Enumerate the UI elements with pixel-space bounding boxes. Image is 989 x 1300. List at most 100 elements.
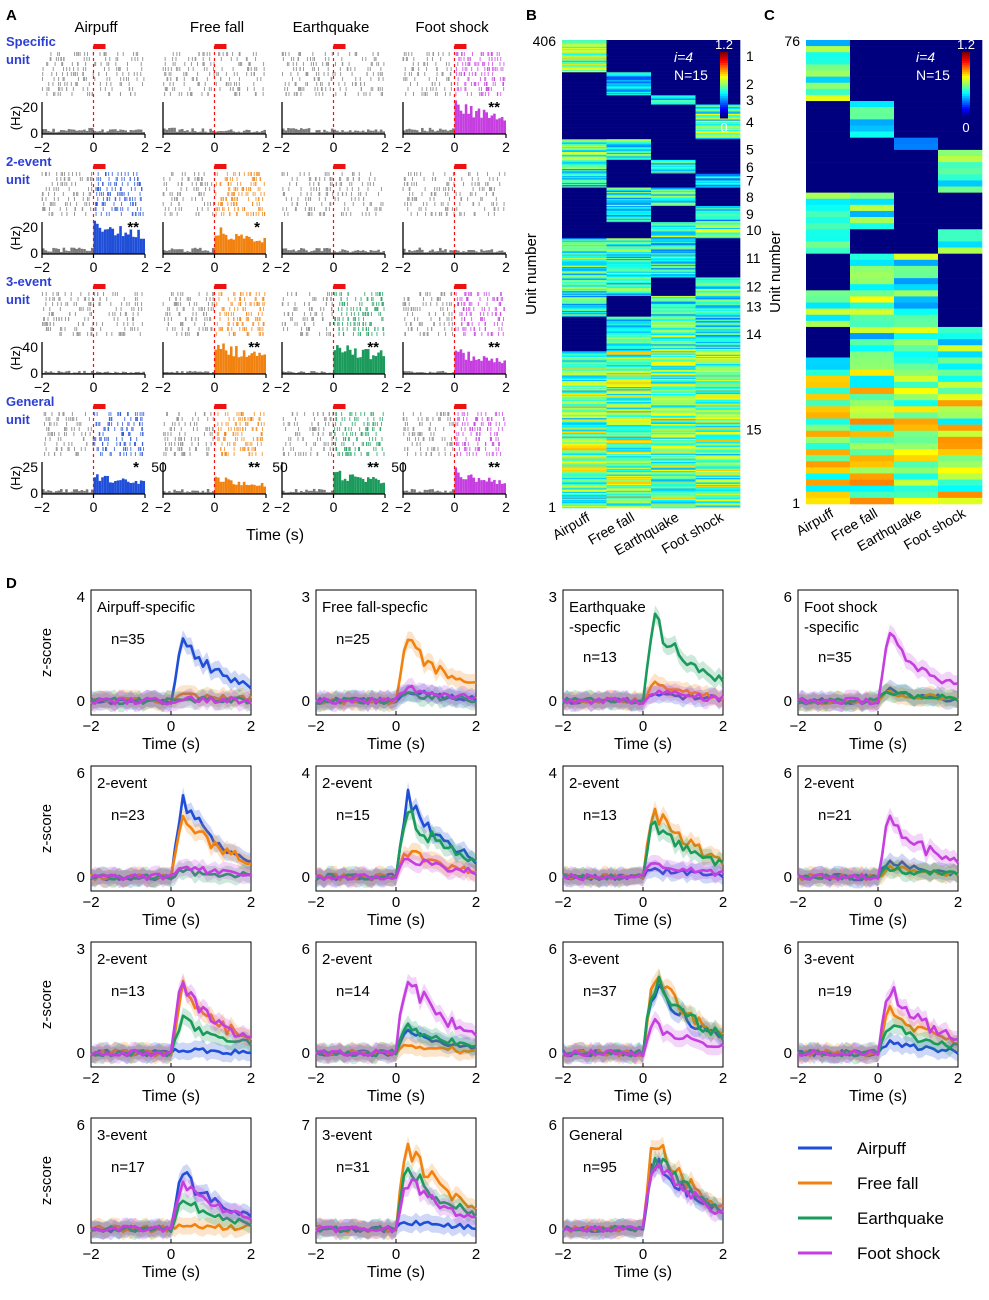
heatmap-cell [651,124,696,126]
psth-bar [132,236,135,254]
heatmap-cell [562,222,607,224]
psth-bar [222,131,225,134]
heatmap-cell [651,297,696,299]
psth-bar [374,250,378,254]
psth-bar [300,371,303,374]
psth-bar [227,239,230,254]
psth-bar [487,117,491,134]
heatmap-cell [606,149,652,151]
heatmap-cell [651,148,696,150]
heatmap-cell [606,255,652,258]
psth-bar [366,129,370,134]
heatmap-cell [562,203,607,206]
heatmap-cell [695,181,741,184]
psth-bar [485,481,488,494]
heatmap-cell [651,102,696,104]
panel-b-label: B [526,7,537,24]
psth-bar [318,130,321,134]
heatmap-cell [606,187,652,189]
heatmap-cell [606,247,652,249]
heatmap-cell [695,94,741,96]
psth-bar [302,491,306,494]
psth-bar [405,129,409,134]
heatmap-cell [562,192,607,194]
heatmap-cell [562,181,607,184]
heatmap-cell [695,172,741,175]
heatmap-cell [695,44,741,47]
row-label-0: unit [6,52,30,67]
psth-bar [369,250,373,254]
heatmap-cell [695,71,741,73]
heatmap-cell [695,79,741,81]
psth-bar [451,489,455,494]
psth-bar [263,486,266,494]
heatmap-cell [651,246,696,248]
psth-bar [65,130,68,134]
heatmap-cell [606,242,652,245]
heatmap-cell [695,203,741,206]
heatmap-cell [651,136,696,139]
x-tick-label: 0 [451,139,459,155]
psth-bar [255,485,259,494]
heatmap-cell [606,150,652,153]
psth-bar [305,250,308,254]
psth-bar [121,129,125,134]
heatmap-cell [606,209,652,211]
psth-bar [201,490,205,494]
y-tick-label: 0 [30,245,38,261]
psth-bar [364,348,367,374]
x-tick-label: 2 [141,379,149,395]
psth-bar [168,372,171,374]
psth-bar [78,247,81,254]
x-tick-label: 2 [141,139,149,155]
psth-bar [253,351,256,374]
heatmap-cell [606,113,652,116]
heatmap-cell [562,72,607,74]
psth-bar [320,371,324,374]
psth-bar [328,492,331,494]
psth-bar [217,477,220,494]
psth-bar [186,130,189,134]
psth-bar [108,372,112,374]
heatmap-cell [695,86,741,88]
heatmap-cell [651,72,696,74]
x-tick-label: 2 [381,379,389,395]
psth-bar [132,130,135,134]
psth-bar [139,238,143,254]
heatmap-cell [562,290,607,292]
psth-bar [446,252,450,254]
psth-bar [469,250,473,254]
heatmap-cell [695,109,741,111]
psth-bar [72,489,76,494]
heatmap-cell [651,263,696,266]
psth-bar [338,251,342,254]
heatmap-cell [695,117,741,119]
heatmap-cell [606,163,652,165]
psth-bar [224,350,228,374]
heatmap-cell [606,245,652,247]
heatmap-cell [695,78,741,80]
heatmap-cell [606,58,652,60]
heatmap-cell [695,167,741,170]
psth-bar [315,372,319,374]
psth-bar [351,251,355,254]
stimulus-bar [93,164,106,169]
psth-bar [129,372,133,374]
psth-bar [315,130,319,134]
psth-bar [181,249,184,254]
x-tick-label: 2 [381,499,389,515]
heatmap-cell [695,133,741,135]
heatmap-cell [695,263,741,266]
x-tick-label: 0 [211,379,219,395]
psth-bar [60,130,63,134]
significance-stars: ** [367,459,379,476]
heatmap-cell [651,275,696,277]
psth-bar [121,478,125,494]
heatmap-cell [606,223,652,225]
heatmap-cell [651,68,696,71]
heatmap-cell [606,87,652,89]
heatmap-cell [695,239,741,241]
psth-bar [439,128,442,134]
heatmap-cell [606,225,652,228]
heatmap-cell [695,254,741,256]
